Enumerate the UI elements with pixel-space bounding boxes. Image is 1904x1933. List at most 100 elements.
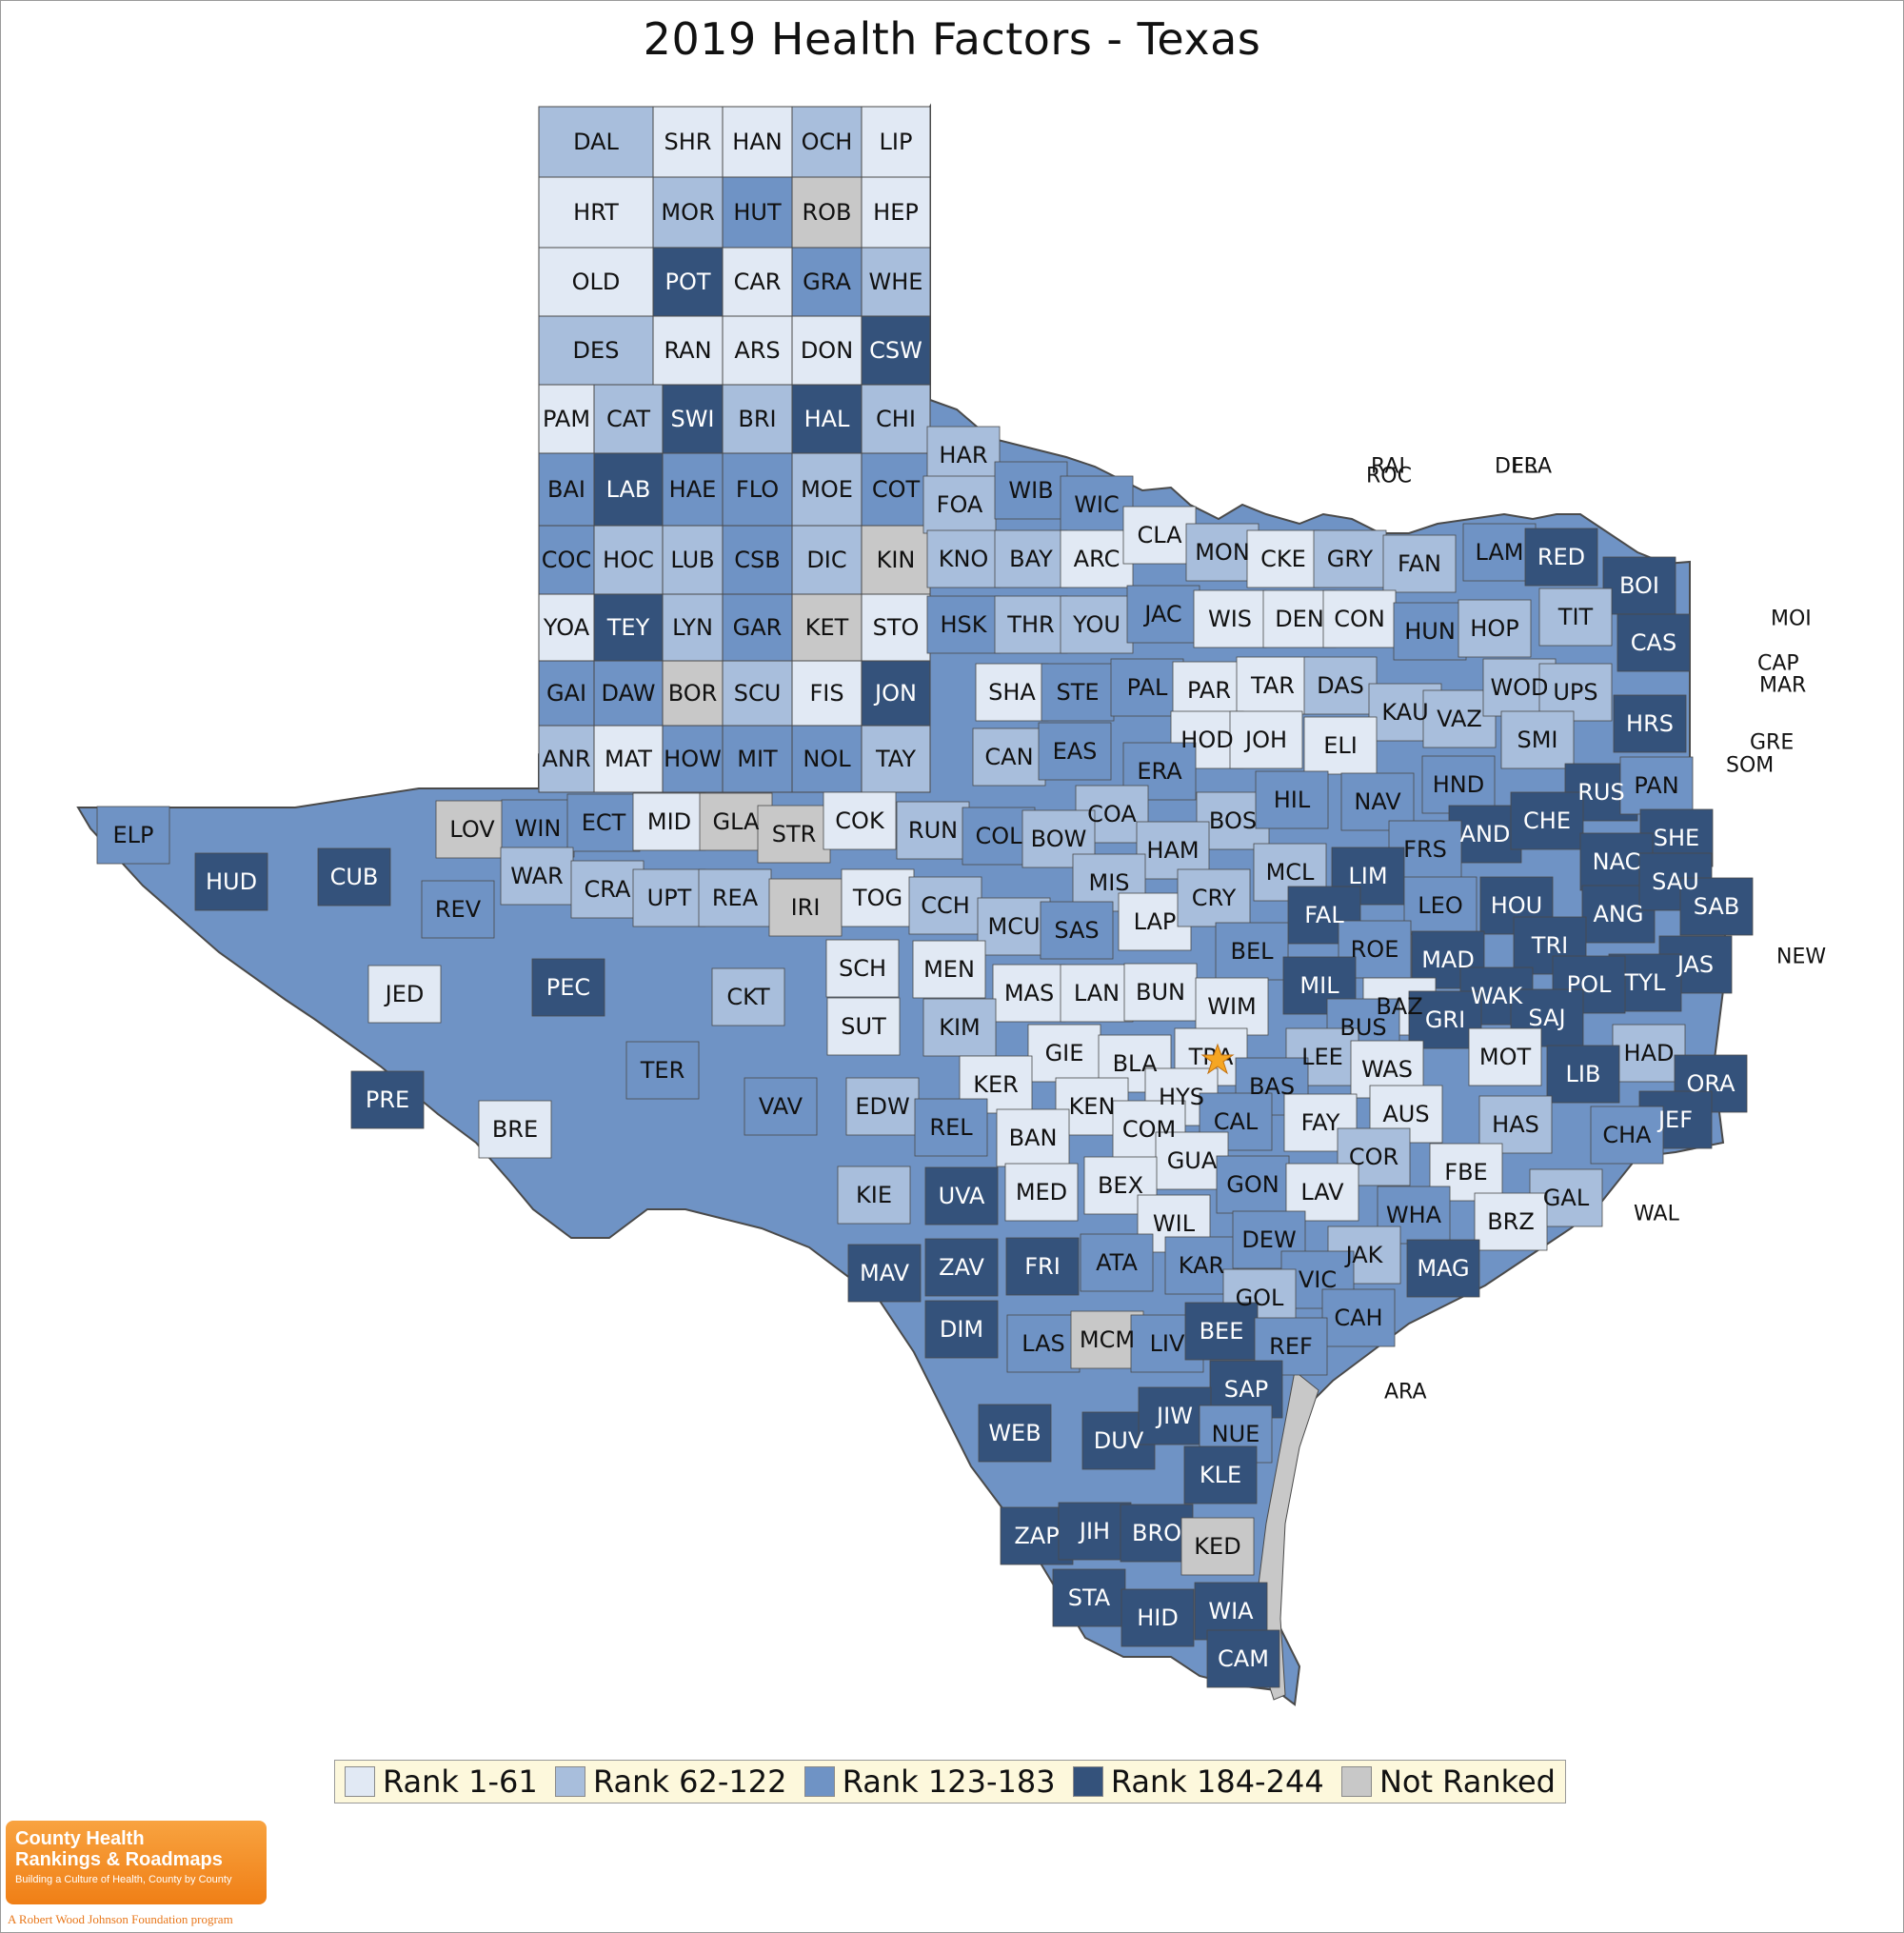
- county-label-bai: BAI: [547, 476, 585, 503]
- county-label-rev: REV: [435, 896, 482, 923]
- county-cha: [1590, 1106, 1664, 1165]
- legend-label: Rank 1-61: [383, 1764, 538, 1800]
- county-label-kle: KLE: [1200, 1462, 1241, 1488]
- county-mor: [652, 176, 724, 249]
- county-label-mav: MAV: [860, 1260, 910, 1286]
- county-label-rus: RUS: [1577, 779, 1624, 806]
- county-wic: [1060, 475, 1134, 534]
- callout-label-cap: CAP: [1757, 652, 1799, 676]
- county-des: [538, 315, 654, 386]
- county-label-och: OCH: [802, 129, 853, 155]
- county-label-gar: GAR: [733, 614, 783, 641]
- county-label-hys: HYS: [1159, 1084, 1204, 1110]
- county-label-zav: ZAV: [939, 1254, 984, 1281]
- county-label-moe: MOE: [801, 476, 853, 503]
- county-label-cra: CRA: [585, 876, 631, 903]
- county-label-cot: COT: [872, 476, 921, 503]
- county-label-hid: HID: [1137, 1604, 1179, 1631]
- county-label-sas: SAS: [1054, 917, 1099, 944]
- county-das: [1303, 656, 1378, 715]
- county-label-she: SHE: [1654, 825, 1699, 851]
- county-label-cke: CKE: [1260, 546, 1306, 572]
- county-label-pal: PAL: [1127, 674, 1168, 701]
- county-label-rea: REA: [712, 885, 759, 911]
- county-lyn: [662, 593, 724, 662]
- county-label-bas: BAS: [1249, 1073, 1295, 1100]
- county-label-you: YOU: [1072, 611, 1121, 638]
- county-label-cam: CAM: [1218, 1645, 1269, 1672]
- county-label-bos: BOS: [1209, 807, 1257, 834]
- county-kno: [926, 529, 1001, 588]
- county-label-was: WAS: [1361, 1056, 1413, 1083]
- legend-item-rank-184-244: Rank 184-244: [1072, 1764, 1324, 1800]
- county-fri: [1005, 1237, 1080, 1296]
- county-label-jak: JAK: [1344, 1242, 1384, 1268]
- star-icon: [1200, 1043, 1235, 1075]
- county-label-eli: ELI: [1323, 732, 1358, 759]
- county-label-des: DES: [573, 337, 620, 364]
- legend-label: Not Ranked: [1378, 1764, 1556, 1800]
- county-label-cok: COK: [835, 807, 885, 834]
- county-label-gla: GLA: [713, 808, 761, 835]
- county-label-den: DEN: [1275, 606, 1324, 632]
- county-label-cry: CRY: [1192, 885, 1237, 911]
- county-label-ste: STE: [1056, 679, 1099, 706]
- county-cub: [317, 847, 391, 907]
- county-label-mil: MIL: [1299, 972, 1339, 999]
- county-label-med: MED: [1016, 1179, 1067, 1206]
- county-label-frs: FRS: [1403, 836, 1447, 863]
- logo-line-1: County Health: [15, 1828, 145, 1849]
- county-label-hrt: HRT: [573, 199, 619, 226]
- county-fis: [791, 660, 863, 727]
- county-cas: [1616, 613, 1691, 672]
- county-label-str: STR: [772, 821, 817, 847]
- county-label-pot: POT: [664, 269, 710, 295]
- county-ket: [791, 593, 863, 662]
- legend-swatch: [345, 1766, 375, 1797]
- county-label-how: HOW: [664, 746, 722, 772]
- county-str: [757, 805, 831, 864]
- county-label-mas: MAS: [1004, 980, 1054, 1006]
- county-iri: [768, 878, 843, 937]
- county-label-gie: GIE: [1045, 1040, 1084, 1066]
- county-label-ora: ORA: [1686, 1070, 1735, 1097]
- county-lam: [1462, 523, 1537, 582]
- county-label-wim: WIM: [1207, 993, 1257, 1020]
- county-label-bre: BRE: [492, 1116, 538, 1143]
- county-label-duv: DUV: [1094, 1427, 1144, 1454]
- county-bay: [994, 529, 1068, 588]
- county-label-ect: ECT: [582, 809, 626, 836]
- county-label-sap: SAP: [1224, 1376, 1269, 1403]
- county-dim: [924, 1300, 999, 1359]
- county-label-das: DAS: [1317, 672, 1364, 699]
- county-label-ker: KER: [973, 1071, 1019, 1098]
- county-jih: [1058, 1502, 1132, 1561]
- county-label-mid: MID: [647, 808, 691, 835]
- county-label-bee: BEE: [1200, 1318, 1244, 1345]
- county-label-gol: GOL: [1236, 1285, 1284, 1311]
- callout-label-new: NEW: [1776, 946, 1826, 969]
- county-label-eas: EAS: [1053, 738, 1098, 765]
- county-label-jef: JEF: [1656, 1106, 1693, 1133]
- county-label-lyn: LYN: [672, 614, 713, 641]
- county-ste: [1041, 663, 1115, 722]
- county-hut: [722, 176, 793, 249]
- county-run: [896, 801, 970, 860]
- county-label-han: HAN: [732, 129, 782, 155]
- county-label-lan: LAN: [1074, 980, 1120, 1006]
- county-hrt: [538, 176, 654, 249]
- county-pec: [531, 958, 605, 1017]
- county-hop: [1458, 599, 1532, 658]
- county-label-lim: LIM: [1348, 863, 1387, 889]
- county-sas: [1040, 901, 1114, 960]
- county-hae: [662, 452, 724, 527]
- county-label-dim: DIM: [940, 1316, 983, 1343]
- county-gie: [1027, 1024, 1101, 1083]
- county-eli: [1303, 716, 1378, 775]
- county-hun: [1393, 602, 1467, 661]
- county-ran: [652, 315, 724, 386]
- callout-label-del: DEL: [1495, 455, 1537, 479]
- county-label-mis: MIS: [1088, 869, 1129, 896]
- county-hil: [1255, 770, 1329, 829]
- county-label-cub: CUB: [330, 864, 379, 890]
